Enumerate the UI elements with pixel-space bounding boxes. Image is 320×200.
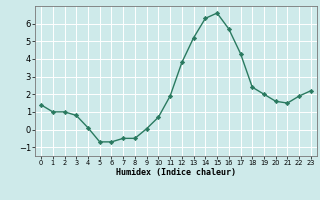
X-axis label: Humidex (Indice chaleur): Humidex (Indice chaleur) xyxy=(116,168,236,177)
